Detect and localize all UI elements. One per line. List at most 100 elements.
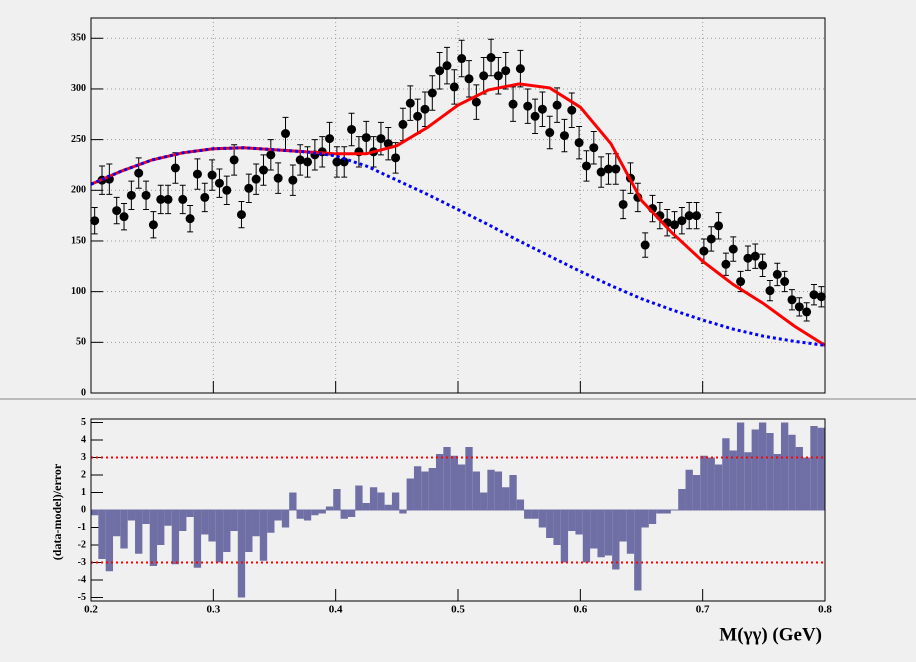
data-point [486,53,496,63]
residual-bar [421,471,429,510]
frame-border [90,17,826,394]
data-point [677,216,687,226]
residual-bar [186,510,194,517]
data-point [750,251,760,261]
x-tick-label: 0.8 [818,604,832,616]
residual-bar [369,487,378,510]
data-point [413,111,423,121]
residual-bar [663,510,671,514]
residual-bar [744,452,752,510]
data-point [706,234,716,244]
data-point [214,178,224,188]
residual-bar [480,492,488,510]
data-point [141,190,151,200]
data-point [699,246,709,256]
data-point [178,194,188,204]
residual-bar [252,510,260,537]
y-tick-label: 250 [71,134,86,145]
residual-bar [311,510,319,516]
residual-bar [751,429,759,510]
residual-bar [538,510,547,528]
data-point [537,104,547,114]
residual-bar [634,510,642,591]
residual-bar [413,466,422,510]
data-point [772,269,782,279]
data-point [420,104,430,114]
data-point [288,175,298,185]
residual-bar [788,434,796,510]
residual-bar [516,499,525,510]
data-point [794,302,804,312]
data-point [200,192,210,202]
residual-bar [656,510,664,514]
x-tick-label: 0.6 [573,604,587,616]
residual-bar [458,464,466,510]
data-point [273,173,283,183]
data-point [112,206,122,216]
y-tick-label: -3 [78,557,86,568]
y-tick-label: 2 [81,469,86,480]
data-point [508,99,518,109]
y-tick-label: -1 [78,522,86,533]
residual-bar [142,510,150,524]
residual-bar [648,510,657,524]
residual-bar [553,510,561,545]
residual-bar [289,492,297,510]
data-point [229,155,239,165]
data-point [332,157,342,167]
y-tick-label: 200 [71,185,86,196]
data-point [787,295,797,305]
residual-bar [347,510,356,517]
y-tick-label: -5 [78,592,86,603]
residual-bar [494,471,503,510]
data-point [148,220,158,230]
y-tick-label: -4 [78,574,86,585]
residual-bar [502,487,510,510]
y-tick-label: 350 [71,33,86,44]
residual-bar [237,510,246,598]
data-point [758,260,768,270]
residual-bar [810,426,818,510]
y-tick-label: 300 [71,83,86,94]
y-tick-label: 5 [81,417,86,428]
data-point [134,168,144,178]
data-point [376,134,386,144]
data-point [603,164,613,174]
y-tick-label: 150 [71,235,86,246]
residual-bar [340,510,348,519]
data-point [427,88,437,98]
data-point [185,214,195,224]
data-point [743,253,753,263]
data-point [258,165,268,175]
residual-bar [817,427,825,510]
data-point [515,64,525,74]
data-point [251,174,261,184]
residual-bar [612,510,620,570]
residual-bar [120,510,128,549]
residual-bar [758,422,767,510]
residual-bar [164,510,172,526]
residual-bar [296,510,304,519]
residual-bar [399,510,407,514]
residual-bar [692,475,701,510]
residual-bar [274,510,282,521]
y-tick-label: 100 [71,286,86,297]
residual-bar [678,489,686,510]
data-point [765,286,775,296]
data-point [780,277,790,287]
residual-bar [714,464,723,510]
x-tick-label: 0.2 [84,604,98,616]
data-point [581,161,591,171]
data-point [325,134,335,144]
residual-bar [685,469,693,510]
data-point [442,61,452,71]
x-tick-label: 0.7 [696,604,710,616]
data-point [119,212,129,222]
residual-bar [641,510,649,528]
data-point [559,131,569,141]
data-point [684,211,694,221]
data-point [736,277,746,287]
residual-bar [560,510,569,563]
residual-bar [780,422,789,510]
data-point [802,307,812,317]
